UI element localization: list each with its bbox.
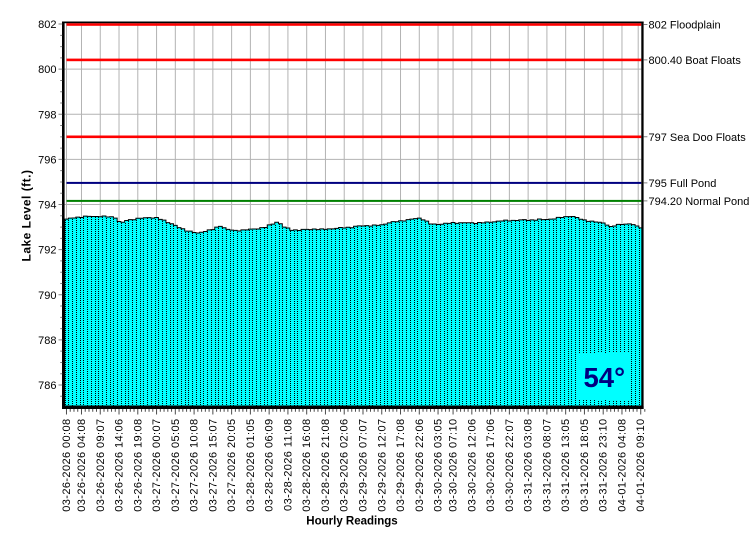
svg-text:802 Floodplain: 802 Floodplain xyxy=(649,20,721,32)
svg-text:03-26-2026 00:08: 03-26-2026 00:08 xyxy=(61,419,73,512)
svg-text:03-31-2026 08:07: 03-31-2026 08:07 xyxy=(541,419,553,512)
svg-text:03-30-2026 17:06: 03-30-2026 17:06 xyxy=(485,419,497,512)
svg-text:03-26-2026 19:08: 03-26-2026 19:08 xyxy=(132,419,144,512)
svg-text:03-30-2026 03:05: 03-30-2026 03:05 xyxy=(433,419,445,512)
svg-text:795 Full Pond: 795 Full Pond xyxy=(649,178,717,190)
svg-text:792: 792 xyxy=(38,245,56,257)
svg-text:794: 794 xyxy=(38,200,56,212)
svg-text:Lake Level (ft.): Lake Level (ft.) xyxy=(19,169,33,261)
svg-text:800.40 Boat Floats: 800.40 Boat Floats xyxy=(649,55,742,67)
svg-text:04-01-2026 04:08: 04-01-2026 04:08 xyxy=(616,419,628,512)
svg-text:802: 802 xyxy=(38,19,56,31)
svg-text:04-01-2026 09:10: 04-01-2026 09:10 xyxy=(635,419,647,512)
svg-text:03-27-2026 10:08: 03-27-2026 10:08 xyxy=(189,419,201,512)
svg-text:03-27-2026 00:07: 03-27-2026 00:07 xyxy=(151,419,163,512)
svg-text:03-31-2026 13:05: 03-31-2026 13:05 xyxy=(560,419,572,512)
svg-text:03-29-2026 22:06: 03-29-2026 22:06 xyxy=(414,419,426,512)
svg-text:03-31-2026 18:05: 03-31-2026 18:05 xyxy=(579,419,591,512)
svg-text:03-30-2026 22:07: 03-30-2026 22:07 xyxy=(504,419,516,512)
svg-text:54°: 54° xyxy=(584,362,626,393)
svg-text:786: 786 xyxy=(38,380,56,392)
svg-text:790: 790 xyxy=(38,290,56,302)
svg-text:03-30-2026 12:06: 03-30-2026 12:06 xyxy=(466,419,478,512)
svg-text:798: 798 xyxy=(38,109,56,121)
svg-text:03-27-2026 20:05: 03-27-2026 20:05 xyxy=(226,419,238,512)
svg-text:03-28-2026 11:08: 03-28-2026 11:08 xyxy=(282,419,294,511)
svg-text:03-26-2026 04:08: 03-26-2026 04:08 xyxy=(76,419,88,512)
svg-text:03-28-2026 21:08: 03-28-2026 21:08 xyxy=(320,419,332,512)
svg-text:03-27-2026 05:05: 03-27-2026 05:05 xyxy=(170,419,182,512)
svg-text:03-28-2026 01:05: 03-28-2026 01:05 xyxy=(245,419,257,512)
svg-text:03-29-2026 17:08: 03-29-2026 17:08 xyxy=(395,419,407,512)
svg-text:03-28-2026 06:09: 03-28-2026 06:09 xyxy=(264,419,276,512)
svg-text:Hourly Readings: Hourly Readings xyxy=(306,516,397,528)
svg-text:03-31-2026 23:10: 03-31-2026 23:10 xyxy=(598,419,610,512)
svg-text:797 Sea Doo Floats: 797 Sea Doo Floats xyxy=(649,132,747,144)
svg-text:796: 796 xyxy=(38,154,56,166)
svg-text:03-30-2026 07:10: 03-30-2026 07:10 xyxy=(448,419,460,512)
svg-text:788: 788 xyxy=(38,335,56,347)
svg-text:03-28-2026 16:08: 03-28-2026 16:08 xyxy=(301,419,313,512)
svg-text:03-31-2026 03:08: 03-31-2026 03:08 xyxy=(523,419,535,512)
svg-text:03-26-2026 14:06: 03-26-2026 14:06 xyxy=(114,419,126,512)
svg-text:03-29-2026 12:07: 03-29-2026 12:07 xyxy=(376,419,388,512)
svg-text:03-26-2026 09:07: 03-26-2026 09:07 xyxy=(95,419,107,512)
svg-text:794.20 Normal Pond: 794.20 Normal Pond xyxy=(649,196,750,208)
svg-text:03-29-2026 02:06: 03-29-2026 02:06 xyxy=(339,419,351,512)
svg-text:800: 800 xyxy=(38,64,56,76)
svg-text:03-27-2026 15:07: 03-27-2026 15:07 xyxy=(207,419,219,512)
svg-text:03-29-2026 07:07: 03-29-2026 07:07 xyxy=(357,419,369,512)
